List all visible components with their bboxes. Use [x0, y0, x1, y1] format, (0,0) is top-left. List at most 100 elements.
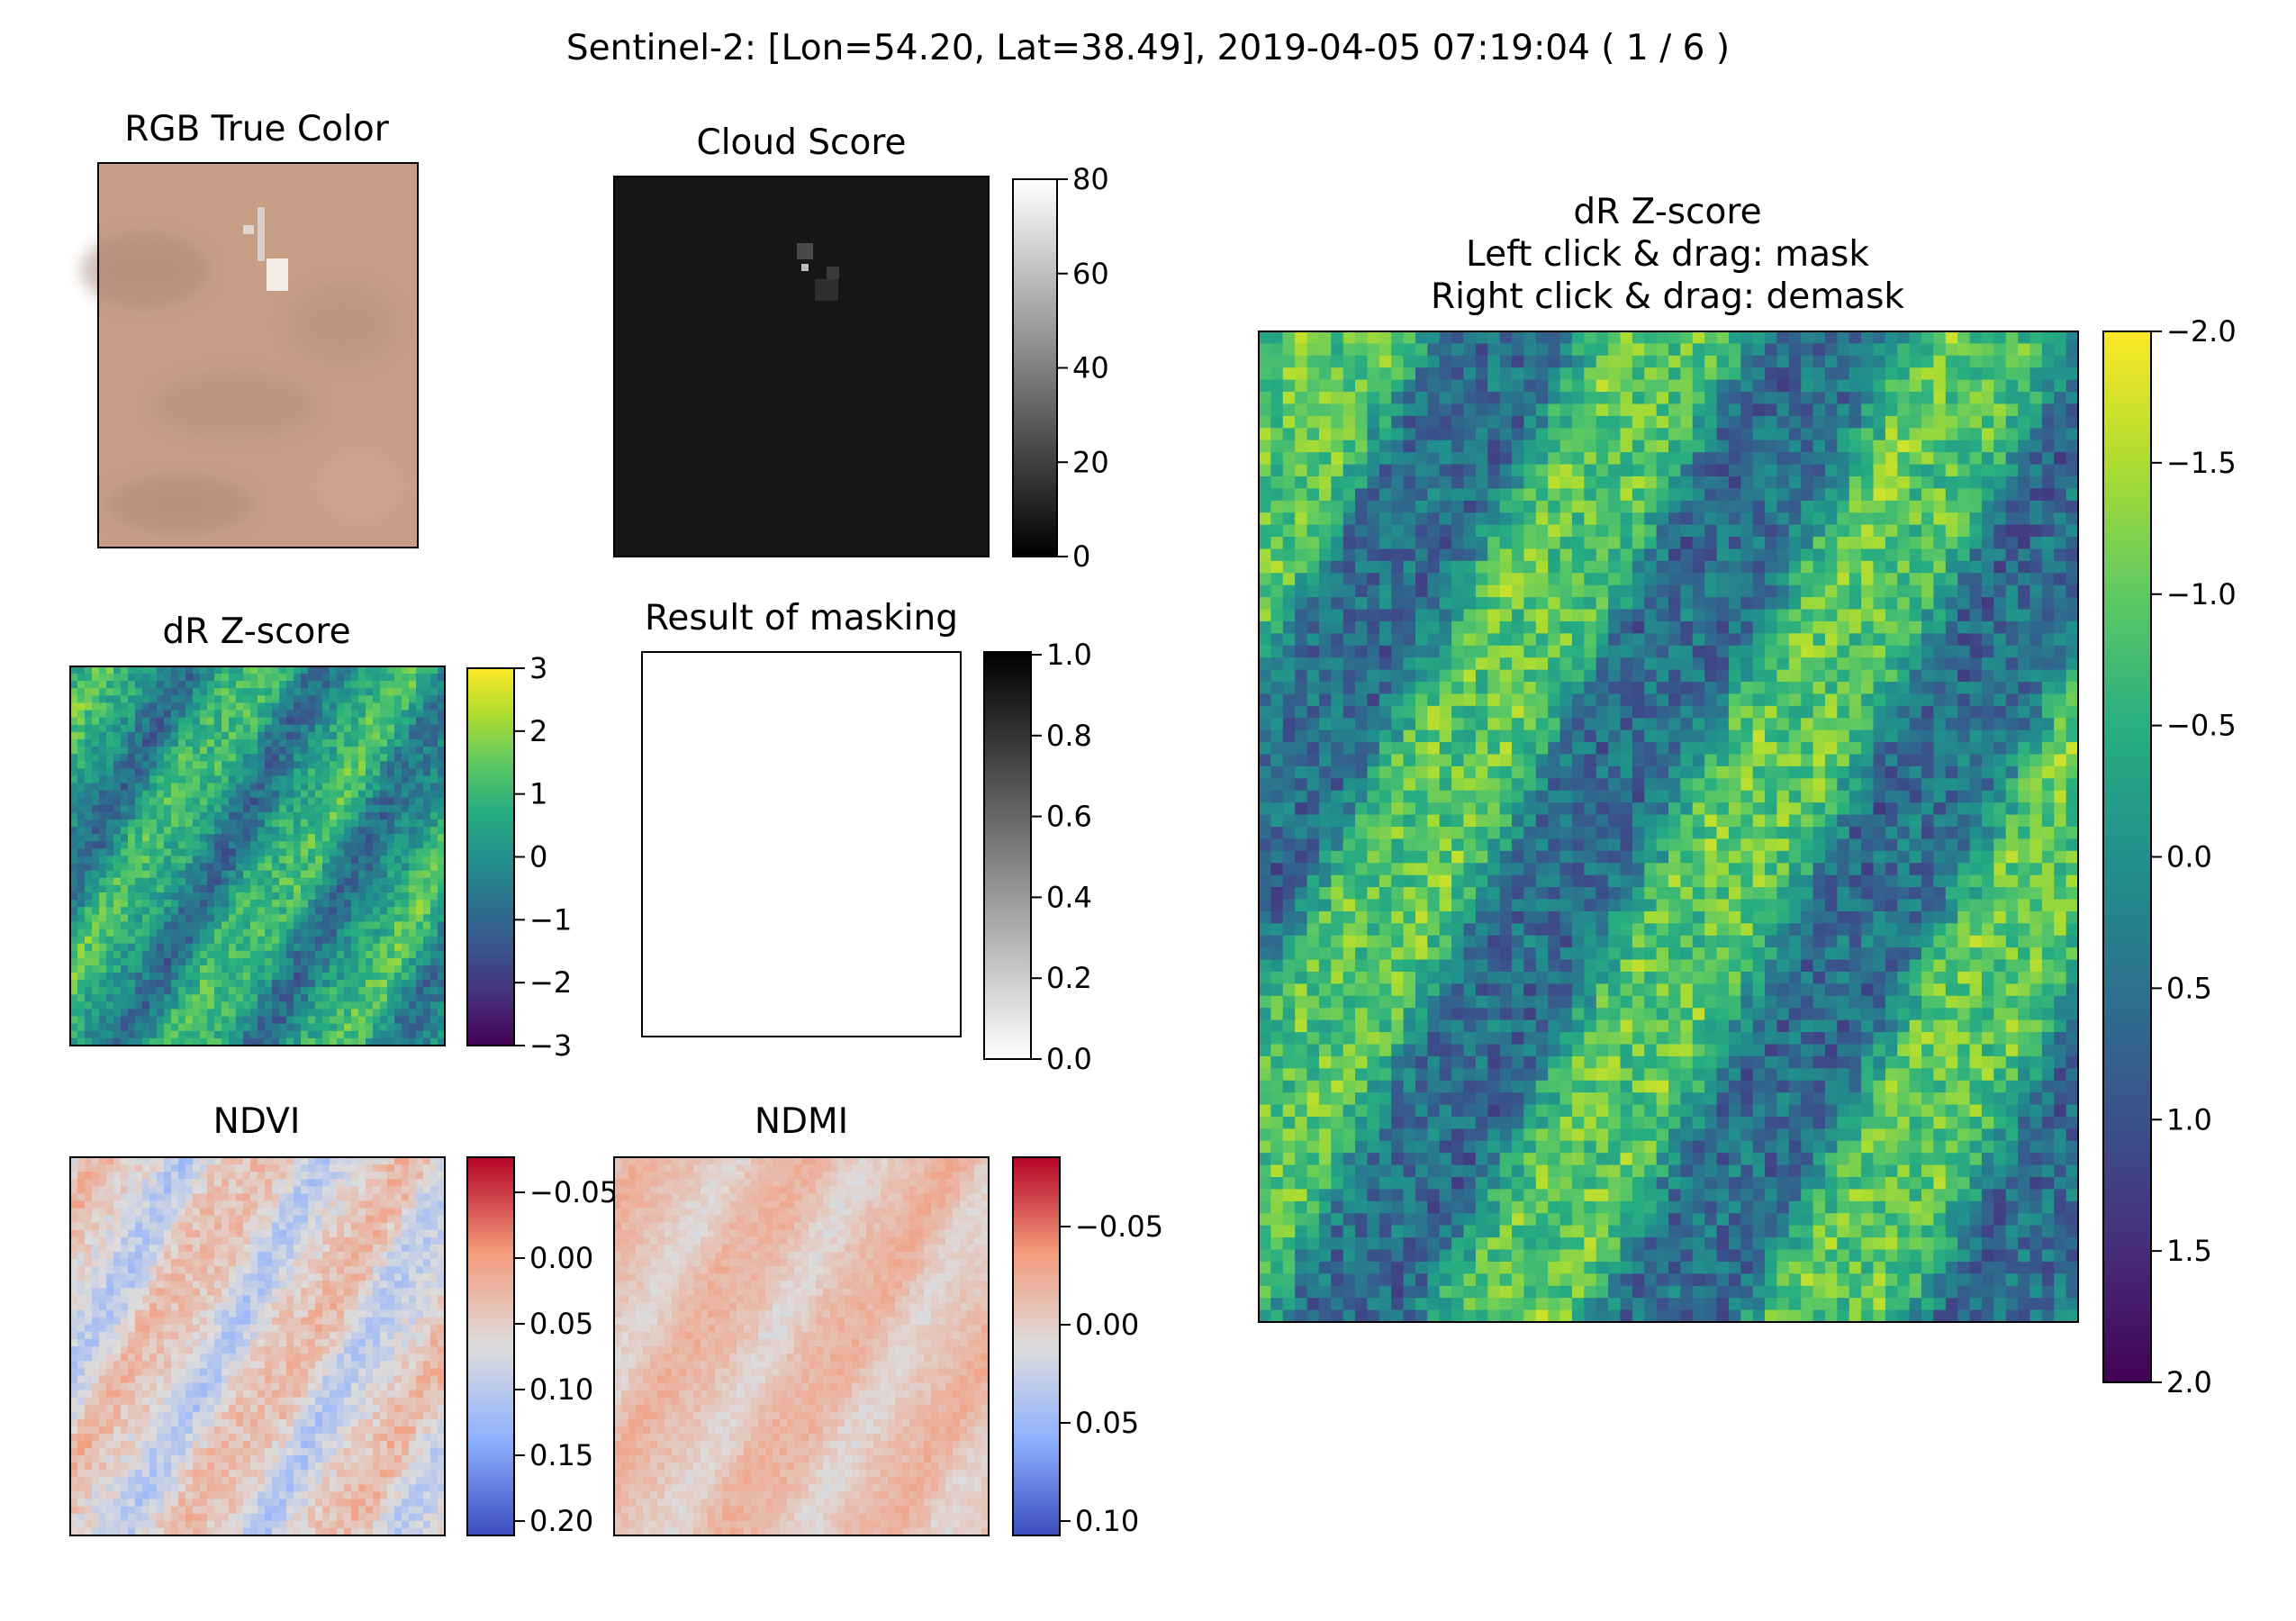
dr-small-pixel	[272, 841, 280, 850]
dr-small-pixel	[85, 804, 93, 813]
ndvi-pixel	[294, 1418, 302, 1427]
dr-small-pixel	[358, 710, 366, 719]
dr-small-pixel	[142, 841, 150, 850]
dr-small-pixel	[214, 790, 222, 799]
ndvi-pixel	[286, 1433, 294, 1442]
figure-suptitle: Sentinel-2: [Lon=54.20, Lat=38.49], 2019…	[566, 28, 1730, 68]
dr-small-pixel	[250, 921, 258, 930]
dr-small-pixel	[402, 761, 410, 769]
dr-small-pixel	[128, 848, 136, 857]
ndvi-pixel	[322, 1463, 330, 1471]
ndvi-pixel	[301, 1346, 309, 1354]
dr-small-pixel	[164, 724, 172, 733]
dr-small-pixel	[394, 1023, 402, 1032]
dr-small-pixel	[113, 950, 122, 959]
ndvi-pixel	[308, 1331, 316, 1340]
ndvi-pixel	[193, 1324, 201, 1333]
dr-small-pixel	[330, 892, 338, 901]
ndvi-pixel	[250, 1404, 258, 1413]
dr-small-pixel	[142, 1009, 150, 1018]
dr-small-pixel	[272, 797, 280, 806]
dr-small-pixel	[200, 688, 208, 696]
mask-image[interactable]	[641, 651, 962, 1037]
dr-small-pixel	[315, 848, 323, 857]
ndvi-pixel	[193, 1346, 201, 1354]
dr-small-pixel	[373, 804, 381, 813]
dr-small-pixel	[322, 848, 330, 857]
dr-small-pixel	[121, 724, 129, 733]
ndvi-pixel	[236, 1368, 244, 1376]
ndvi-pixel	[229, 1281, 237, 1289]
dr-small-pixel	[157, 834, 165, 842]
ndvi-pixel	[330, 1288, 338, 1297]
dr-small-pixel	[380, 666, 388, 675]
dr-small-pixel	[279, 768, 287, 777]
dr-small-pixel	[236, 950, 244, 959]
ndvi-pixel	[315, 1455, 323, 1463]
dr-small-pixel	[113, 1023, 122, 1032]
ndvi-pixel	[221, 1236, 230, 1245]
ndvi-pixel	[157, 1411, 165, 1420]
ndvi-pixel	[294, 1426, 302, 1435]
dr-small-pixel	[149, 964, 158, 974]
dr-small-pixel	[193, 1001, 201, 1010]
ndvi-pixel	[142, 1361, 150, 1369]
dr-small-pixel	[171, 674, 179, 682]
ndvi-pixel	[77, 1426, 86, 1435]
dr-small-pixel	[236, 921, 244, 930]
ndvi-pixel	[171, 1361, 179, 1369]
dr-small-pixel	[185, 848, 194, 857]
ndvi-pixel	[185, 1317, 194, 1326]
ndvi-pixel	[200, 1172, 208, 1180]
ndvi-pixel	[279, 1331, 287, 1340]
dr-small-pixel	[229, 964, 237, 974]
dr-small-pixel	[171, 710, 179, 719]
ndvi-pixel	[142, 1338, 150, 1347]
ndvi-pixel	[164, 1236, 172, 1245]
dr-small-pixel	[416, 666, 424, 675]
dr-small-pixel	[351, 877, 359, 886]
dr-small-pixel	[394, 804, 402, 813]
ndvi-pixel	[301, 1259, 309, 1267]
dr-small-pixel	[373, 841, 381, 850]
dr-small-pixel	[236, 877, 244, 886]
dr-small-pixel	[221, 964, 230, 974]
dr-small-pixel	[99, 820, 107, 828]
dr-small-pixel	[308, 928, 316, 937]
dr-small-pixel	[416, 884, 424, 893]
ndvi-pixel	[70, 1309, 78, 1318]
dr-small-pixel	[351, 936, 359, 945]
ndvi-pixel	[394, 1200, 402, 1209]
dr-small-pixel	[171, 717, 179, 726]
mask-colorbar-tick-label: 0.2	[1046, 961, 1092, 995]
ndvi-pixel	[229, 1244, 237, 1253]
dr-small-pixel	[330, 907, 338, 915]
dr-small-pixel	[258, 681, 266, 689]
ndvi-pixel	[373, 1397, 381, 1406]
dr-small-pixel	[135, 994, 143, 1003]
ndvi-pixel	[99, 1463, 107, 1471]
ndvi-pixel	[113, 1354, 122, 1362]
dr-small-pixel	[135, 1016, 143, 1025]
dr-small-pixel	[344, 811, 352, 820]
dr-small-pixel	[113, 688, 122, 696]
dr-small-pixel	[185, 841, 194, 850]
ndvi-pixel	[77, 1222, 86, 1231]
dr-small-pixel	[358, 921, 366, 930]
ndvi-pixel	[207, 1382, 215, 1391]
ndvi-pixel	[106, 1236, 114, 1245]
dr-small-pixel	[121, 1030, 129, 1039]
dr-small-pixel	[135, 761, 143, 769]
ndvi-pixel	[77, 1208, 86, 1217]
dr-small-pixel	[430, 928, 438, 937]
ndvi-pixel	[373, 1448, 381, 1456]
dr-small-pixel	[330, 681, 338, 689]
ndvi-pixel	[236, 1302, 244, 1311]
ndvi-pixel	[294, 1200, 302, 1209]
dr-small-pixel	[308, 848, 316, 857]
ndvi-pixel	[358, 1259, 366, 1267]
ndvi-pixel	[258, 1354, 266, 1362]
dr-small-pixel	[250, 1016, 258, 1025]
dr-small-pixel	[243, 884, 251, 893]
dr-small-pixel	[330, 928, 338, 937]
